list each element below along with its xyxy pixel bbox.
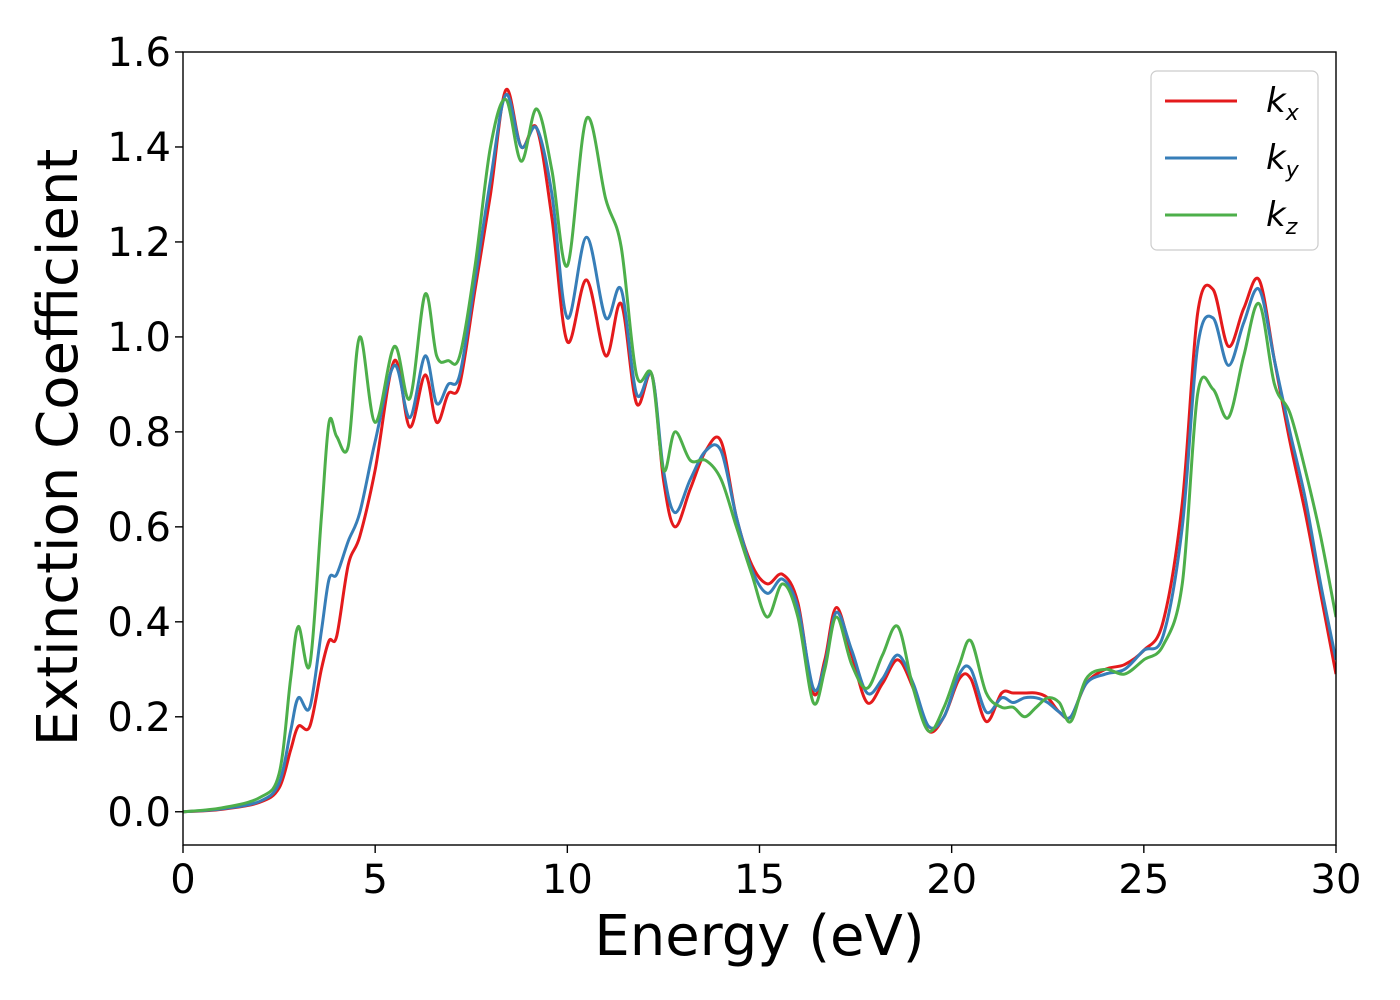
legend-label-x: kx	[1266, 81, 1300, 126]
legend: kx ky kz	[1150, 70, 1319, 251]
y-tick-label: 1.2	[107, 220, 171, 266]
y-tick-label: 0.0	[107, 790, 171, 836]
x-tick-label: 20	[926, 857, 977, 903]
x-tick-label: 30	[1311, 857, 1362, 903]
y-axis-ticks: 0.0 0.2 0.4 0.6 0.8 1.0 1.2 1.4 1.6	[107, 30, 183, 836]
y-axis-label: Extinction Coefficient	[26, 149, 91, 747]
legend-label-z: kz	[1266, 195, 1298, 240]
y-tick-label: 0.2	[107, 695, 171, 741]
series-line-k-z	[183, 97, 1336, 814]
y-tick-label: 0.6	[107, 505, 171, 551]
plot-area	[183, 88, 1336, 814]
x-tick-label: 0	[170, 857, 195, 903]
y-tick-label: 1.0	[107, 315, 171, 361]
legend-box	[1150, 70, 1319, 251]
y-tick-label: 1.4	[107, 125, 171, 171]
x-tick-label: 15	[734, 857, 785, 903]
series-line-k-y	[183, 93, 1336, 814]
y-tick-label: 0.8	[107, 410, 171, 456]
x-axis-label: Energy (eV)	[594, 904, 924, 969]
legend-label-y: ky	[1266, 138, 1300, 183]
x-tick-label: 5	[362, 857, 387, 903]
x-axis-ticks: 0 5 10 15 20 25 30	[170, 845, 1361, 903]
y-tick-label: 1.6	[107, 30, 171, 76]
y-tick-label: 0.4	[107, 600, 171, 646]
x-tick-label: 10	[542, 857, 593, 903]
x-tick-label: 25	[1118, 857, 1169, 903]
